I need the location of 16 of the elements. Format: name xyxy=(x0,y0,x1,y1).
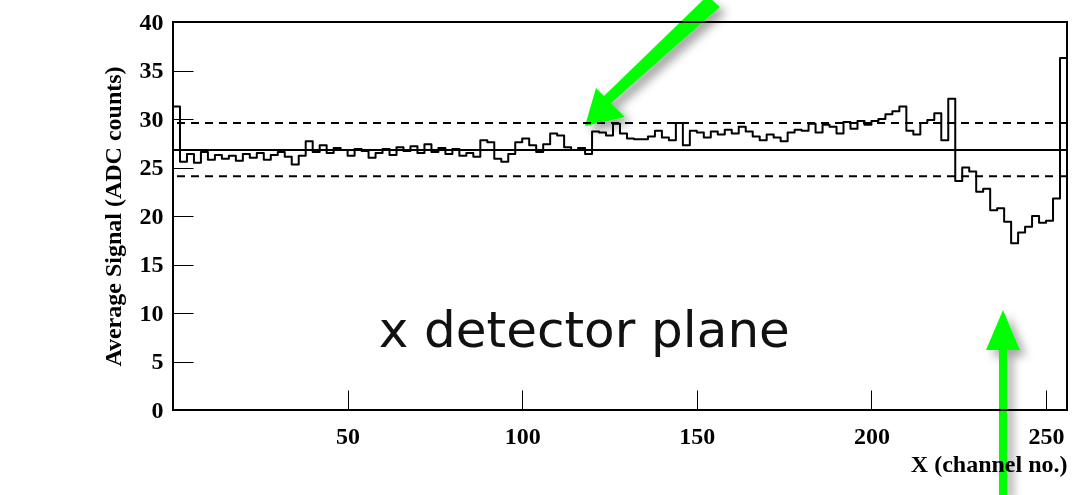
y-tick-label: 15 xyxy=(139,251,164,277)
y-tick-label: 10 xyxy=(139,299,164,326)
x-tick-label: 250 xyxy=(1028,422,1065,449)
y-tick-label: 20 xyxy=(139,202,164,229)
y-tick-label: 5 xyxy=(151,348,164,374)
x-tick-label: 150 xyxy=(679,422,716,449)
y-tick-label: 35 xyxy=(139,57,164,83)
y-tick-label: 40 xyxy=(139,8,164,35)
x-tick-label: 100 xyxy=(504,422,541,449)
y-axis-title: Average Signal (ADC counts) xyxy=(99,66,126,367)
x-tick-label: 50 xyxy=(336,422,361,449)
annotation: x detector plane xyxy=(378,301,790,360)
y-tick-label: 25 xyxy=(139,154,164,180)
y-tick-label: 0 xyxy=(151,396,164,423)
x-tick-label: 200 xyxy=(853,422,890,449)
y-tick-label: 30 xyxy=(139,105,164,132)
